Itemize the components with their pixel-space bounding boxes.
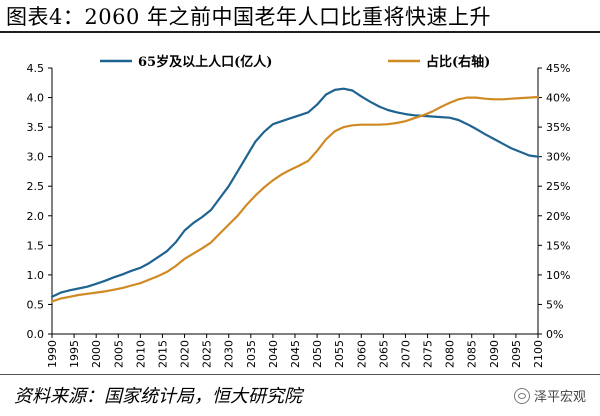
- left-tick-label: 0.0: [27, 328, 45, 341]
- right-tick-label: 0%: [546, 328, 563, 341]
- left-tick-label: 0.5: [27, 298, 45, 311]
- x-tick-label: 1990: [46, 340, 59, 368]
- right-tick-label: 30%: [546, 151, 570, 164]
- title-divider: [0, 31, 600, 33]
- series-lines: [50, 87, 540, 303]
- x-tick-label: 2070: [399, 340, 412, 368]
- series-share-line: [50, 95, 540, 303]
- x-tick-label: 2000: [90, 340, 103, 368]
- watermark: 泽平宏观: [513, 386, 586, 405]
- x-tick-label: 2040: [267, 340, 280, 368]
- x-tick-label: 2055: [333, 340, 346, 368]
- left-tick-label: 2.5: [27, 180, 45, 193]
- x-tick-label: 2010: [134, 340, 147, 368]
- right-tick-label: 45%: [546, 62, 570, 75]
- chart-title: 图表4：2060 年之前中国老年人口比重将快速上升: [6, 5, 491, 29]
- wechat-icon: [513, 387, 530, 404]
- x-tick-label: 2060: [355, 340, 368, 368]
- x-tick-label: 2005: [112, 340, 125, 368]
- left-tick-label: 1.5: [27, 239, 45, 252]
- right-tick-label: 20%: [546, 210, 570, 223]
- right-tick-label: 40%: [546, 92, 570, 105]
- right-tick-label: 15%: [546, 239, 570, 252]
- legend-label: 占比(右轴): [426, 54, 490, 70]
- x-tick-label: 2085: [466, 340, 479, 368]
- left-tick-label: 3.5: [27, 121, 45, 134]
- x-tick-label: 2075: [422, 340, 435, 368]
- x-tick-label: 2080: [444, 340, 457, 368]
- x-tick-label: 2020: [179, 340, 192, 368]
- x-tick-label: 2065: [377, 340, 390, 368]
- left-tick-label: 2.0: [27, 210, 45, 223]
- left-tick-label: 1.0: [27, 269, 45, 282]
- right-tick-label: 10%: [546, 269, 570, 282]
- x-tick-label: 2045: [289, 340, 302, 368]
- right-tick-label: 5%: [546, 298, 563, 311]
- x-tick-label: 2090: [488, 340, 501, 368]
- source-divider: [0, 374, 600, 375]
- source-note: 资料来源：国家统计局，恒大研究院: [14, 386, 302, 407]
- x-tick-label: 2050: [311, 340, 324, 368]
- right-tick-label: 25%: [546, 180, 570, 193]
- x-tick-label: 2035: [245, 340, 258, 368]
- x-tick-label: 2025: [201, 340, 214, 368]
- axes: 0.0 0.5 1.0 1.5 2.0 2.5 3.0 3.5 4.0 4.5 0% 5% 10% 15%…: [27, 62, 571, 368]
- line-chart: 0.0 0.5 1.0 1.5 2.0 2.5 3.0 3.5 4.0 4.5 0% 5% 10% 15%…: [27, 54, 571, 368]
- legend: 65岁及以上人口(亿人) 占比(右轴): [100, 54, 490, 70]
- right-tick-label: 35%: [546, 121, 570, 134]
- left-tick-label: 4.5: [27, 62, 45, 75]
- watermark-text: 泽平宏观: [533, 390, 586, 405]
- left-tick-label: 4.0: [27, 92, 45, 105]
- x-tick-label: 2015: [156, 340, 169, 368]
- left-tick-label: 3.0: [27, 151, 45, 164]
- series-65plus-population-line: [50, 87, 540, 298]
- x-tick-label: 1995: [68, 340, 81, 368]
- legend-label: 65岁及以上人口(亿人): [138, 54, 272, 70]
- x-tick-label: 2100: [532, 340, 545, 368]
- x-tick-label: 2030: [223, 340, 236, 368]
- x-tick-label: 2095: [510, 340, 523, 368]
